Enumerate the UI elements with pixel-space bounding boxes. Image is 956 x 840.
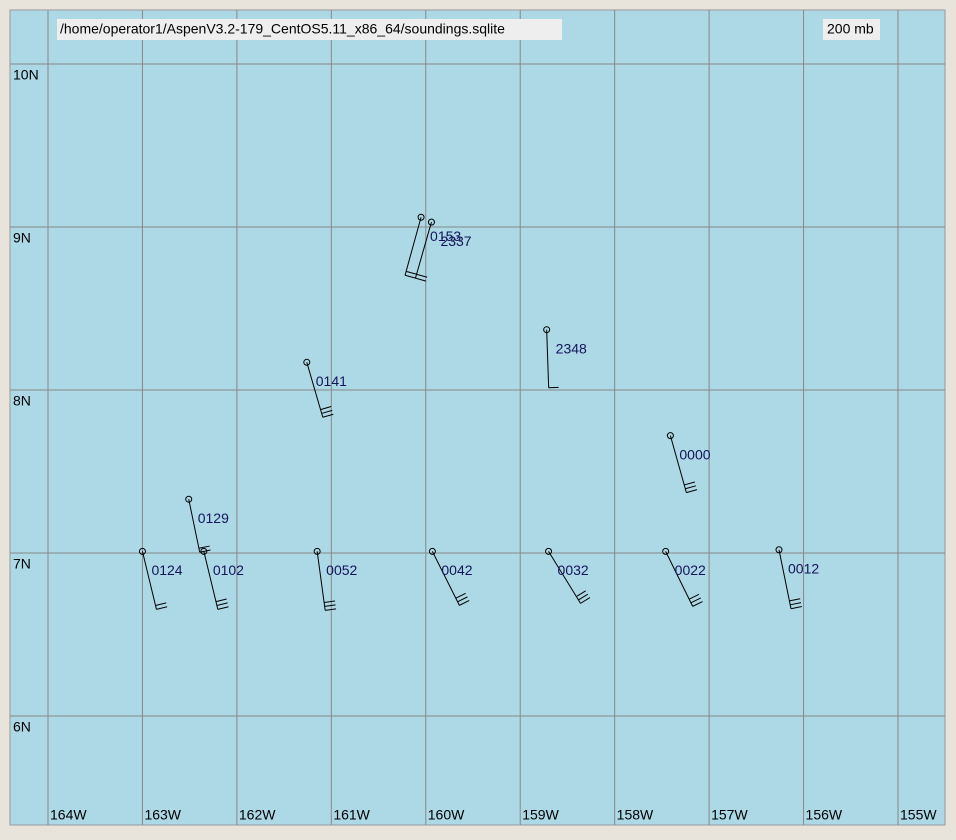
station-label: 0129	[198, 510, 229, 526]
map-area	[10, 10, 945, 825]
lon-label: 155W	[900, 807, 937, 823]
lon-label: 158W	[617, 807, 654, 823]
lat-label: 7N	[13, 556, 31, 572]
lon-label: 156W	[806, 807, 843, 823]
station-label: 2348	[556, 340, 587, 356]
lat-label: 10N	[13, 67, 39, 83]
lon-label: 163W	[144, 807, 181, 823]
lon-label: 159W	[522, 807, 559, 823]
lon-label: 157W	[711, 807, 748, 823]
station-label: 0000	[679, 446, 710, 462]
station-label: 0022	[675, 562, 706, 578]
pressure-level: 200 mb	[827, 21, 874, 37]
station-label: 2337	[440, 233, 471, 249]
station-label: 0042	[441, 562, 472, 578]
lat-label: 6N	[13, 719, 31, 735]
station-label: 0032	[558, 562, 589, 578]
lon-label: 160W	[428, 807, 465, 823]
lat-label: 8N	[13, 393, 31, 409]
station-label: 0124	[151, 562, 182, 578]
station-label: 0052	[326, 562, 357, 578]
lat-label: 9N	[13, 230, 31, 246]
lon-label: 164W	[50, 807, 87, 823]
lon-label: 162W	[239, 807, 276, 823]
station-label: 0141	[316, 373, 347, 389]
file-path: /home/operator1/AspenV3.2-179_CentOS5.11…	[60, 21, 505, 37]
station-label: 0102	[213, 562, 244, 578]
station-label: 0012	[788, 560, 819, 576]
lon-label: 161W	[333, 807, 370, 823]
